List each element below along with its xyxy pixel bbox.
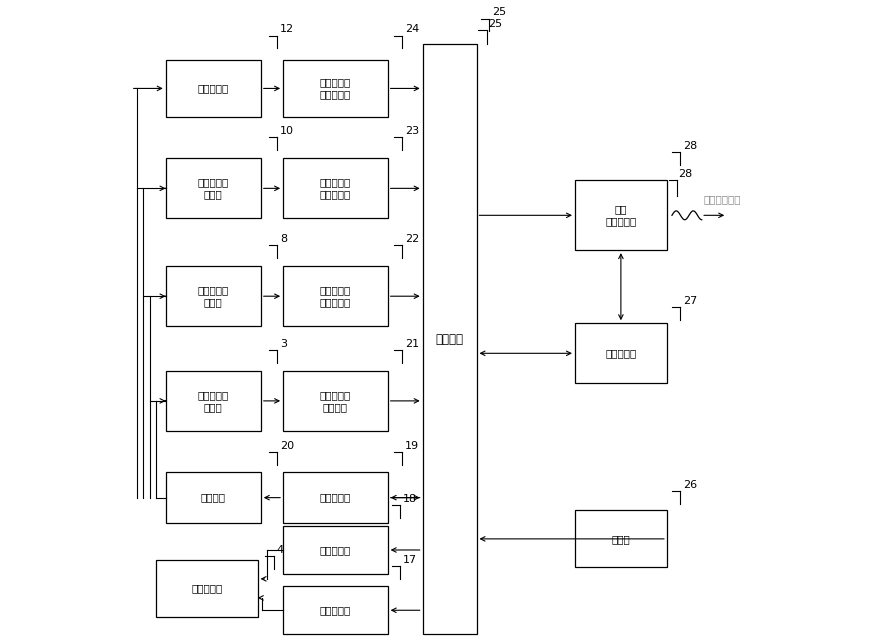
Bar: [166, 60, 261, 117]
Text: 19: 19: [405, 441, 419, 451]
Text: 高压电源: 高压电源: [201, 493, 226, 502]
Text: 电源信号总线: 电源信号总线: [703, 194, 741, 204]
Text: 25: 25: [492, 8, 506, 17]
Text: 微处理器: 微处理器: [435, 333, 463, 346]
Bar: [156, 560, 258, 617]
Bar: [575, 180, 667, 250]
Text: 电源控制器: 电源控制器: [320, 493, 351, 502]
Text: 26: 26: [683, 480, 697, 490]
Bar: [283, 60, 388, 117]
Text: 23: 23: [405, 126, 419, 136]
Bar: [166, 472, 261, 523]
Text: 4: 4: [276, 545, 283, 555]
Text: 第一热中子
探测器: 第一热中子 探测器: [198, 285, 228, 307]
Bar: [575, 510, 667, 568]
Text: 8: 8: [280, 234, 287, 244]
Text: 28: 28: [683, 141, 697, 150]
Bar: [283, 371, 388, 431]
Text: 离子控制器: 离子控制器: [320, 605, 351, 615]
Text: 第二热中子
探测器: 第二热中子 探测器: [198, 177, 228, 200]
Text: 27: 27: [683, 296, 697, 306]
Text: 3: 3: [280, 339, 287, 349]
Bar: [166, 266, 261, 326]
Bar: [283, 472, 388, 523]
Text: 伽马探测器: 伽马探测器: [198, 83, 228, 93]
Bar: [423, 44, 477, 634]
Text: 监测中子信
号处理器: 监测中子信 号处理器: [320, 390, 351, 412]
Bar: [166, 371, 261, 431]
Text: 21: 21: [405, 339, 419, 349]
Bar: [575, 323, 667, 383]
Text: 22: 22: [405, 234, 419, 244]
Text: 17: 17: [403, 555, 417, 565]
Text: 18: 18: [403, 494, 417, 504]
Bar: [283, 266, 388, 326]
Text: 20: 20: [280, 441, 294, 451]
Text: 10: 10: [280, 126, 294, 136]
Text: 第二热中子
信号处理器: 第二热中子 信号处理器: [320, 177, 351, 200]
Text: 28: 28: [678, 169, 693, 179]
Bar: [283, 158, 388, 218]
Text: 第一热中子
信号处理器: 第一热中子 信号处理器: [320, 285, 351, 307]
Text: 存储器: 存储器: [611, 534, 630, 544]
Text: 调制解调器: 调制解调器: [606, 348, 636, 358]
Text: 24: 24: [405, 24, 419, 35]
Text: 放大、整形
及甄别电路: 放大、整形 及甄别电路: [320, 77, 351, 100]
Bar: [283, 526, 388, 574]
Text: 总线
隔离控制器: 总线 隔离控制器: [606, 204, 636, 227]
Text: 中子控制器: 中子控制器: [320, 545, 351, 555]
Text: 25: 25: [488, 19, 502, 29]
Text: 中子发生器: 中子发生器: [191, 584, 222, 593]
Bar: [283, 586, 388, 634]
Text: 12: 12: [280, 24, 294, 35]
Bar: [166, 158, 261, 218]
Text: 快中子监测
探测器: 快中子监测 探测器: [198, 390, 228, 412]
